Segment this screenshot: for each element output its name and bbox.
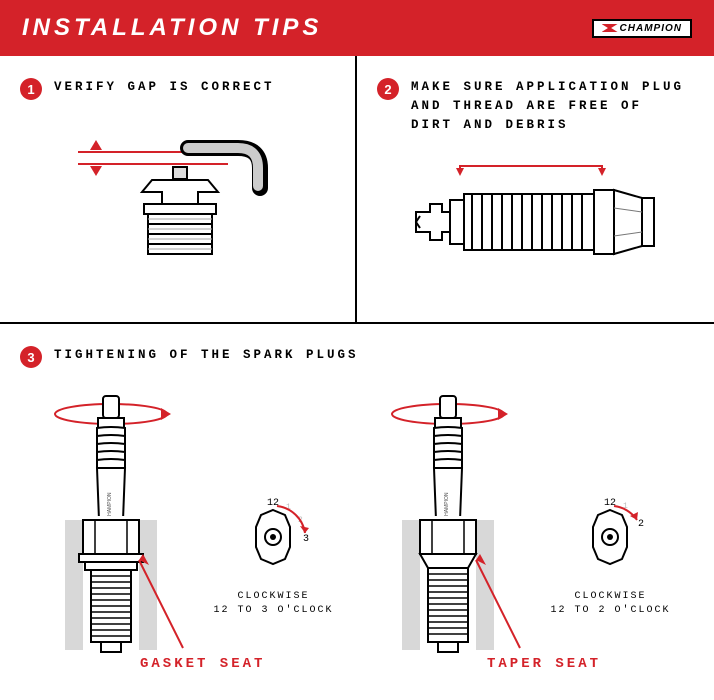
taper-seat-label: TAPER SEAT	[487, 656, 601, 672]
brand-text: CHAMPION	[620, 23, 682, 34]
panel-step2: 2 MAKE SURE APPLICATION PLUG AND THREAD …	[357, 56, 714, 324]
svg-text:CHAMPION: CHAMPION	[444, 492, 450, 519]
header-title: INSTALLATION TIPS	[22, 14, 322, 42]
thread-diagram-svg	[386, 154, 686, 294]
bowtie-icon	[602, 24, 618, 32]
gasket-clock-group: 12 3 1 2 CLOCKWISE 12 TO 3 O'CLOCK	[213, 492, 333, 618]
svg-text:2: 2	[638, 519, 644, 530]
taper-clock-label: CLOCKWISE 12 TO 2 O'CLOCK	[550, 590, 670, 618]
step3-head: 3 TIGHTENING OF THE SPARK PLUGS	[20, 346, 694, 368]
svg-text:12: 12	[267, 498, 279, 509]
panel-step3: 3 TIGHTENING OF THE SPARK PLUGS	[0, 324, 714, 668]
panel-step1: 1 VERIFY GAP IS CORRECT	[0, 56, 357, 324]
gasket-cl1: CLOCKWISE	[237, 591, 309, 602]
taper-cell: CHAMPION	[357, 378, 694, 658]
step3-number-badge: 3	[20, 346, 42, 368]
step2-number-badge: 2	[377, 78, 399, 100]
clock-12-3-svg: 12 3 1 2	[228, 492, 318, 582]
step1-number-badge: 1	[20, 78, 42, 100]
gasket-clock-label: CLOCKWISE 12 TO 3 O'CLOCK	[213, 590, 333, 618]
gap-diagram-svg	[48, 110, 308, 270]
step2-text: MAKE SURE APPLICATION PLUG AND THREAD AR…	[411, 78, 694, 134]
step1-text: VERIFY GAP IS CORRECT	[54, 78, 275, 97]
gasket-cl2: 12 TO 3 O'CLOCK	[213, 605, 333, 616]
clock-12-2-svg: 12 2 1	[565, 492, 655, 582]
step2-diagram	[377, 134, 694, 314]
step3-grid: CHAMPION	[20, 378, 694, 658]
taper-cl2: 12 TO 2 O'CLOCK	[550, 605, 670, 616]
svg-text:12: 12	[604, 498, 616, 509]
gasket-seat-label: GASKET SEAT	[140, 656, 265, 672]
step3-text: TIGHTENING OF THE SPARK PLUGS	[54, 346, 359, 365]
gasket-plug-svg: CHAMPION	[43, 388, 193, 658]
taper-plug-svg: CHAMPION	[380, 388, 530, 658]
step2-head: 2 MAKE SURE APPLICATION PLUG AND THREAD …	[377, 78, 694, 134]
brand-badge: CHAMPION	[592, 19, 692, 38]
top-row: 1 VERIFY GAP IS CORRECT	[0, 56, 714, 324]
svg-text:3: 3	[303, 534, 309, 545]
gasket-cell: CHAMPION	[20, 378, 357, 658]
taper-cl1: CLOCKWISE	[574, 591, 646, 602]
step1-head: 1 VERIFY GAP IS CORRECT	[20, 78, 335, 100]
svg-text:CHAMPION: CHAMPION	[107, 492, 113, 519]
step1-diagram	[20, 100, 335, 280]
taper-clock-group: 12 2 1 CLOCKWISE 12 TO 2 O'CLOCK	[550, 492, 670, 618]
header-bar: INSTALLATION TIPS CHAMPION	[0, 0, 714, 56]
